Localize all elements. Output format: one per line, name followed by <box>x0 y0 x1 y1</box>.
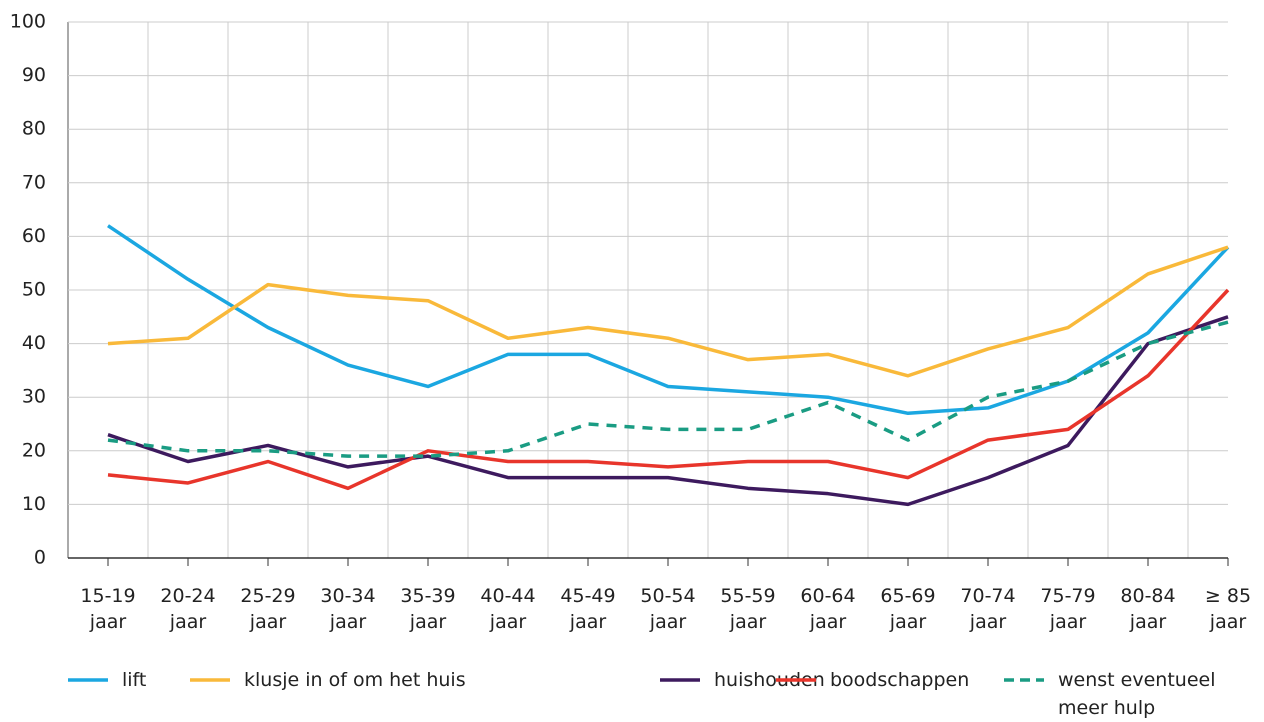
legend-swatch <box>190 678 230 682</box>
legend-item: klusje in of om het huis <box>190 666 466 694</box>
x-tick-label: 70-74 jaar <box>960 585 1015 633</box>
x-tick-label: 55-59 jaar <box>720 585 775 633</box>
x-tick-label: ≥ 85 jaar <box>1205 585 1251 633</box>
x-tick-label: 60-64 jaar <box>800 585 855 633</box>
legend-item: huishouden <box>660 666 825 694</box>
series-line <box>107 245 1229 378</box>
x-tick-label: 40-44 jaar <box>480 585 535 633</box>
y-tick-label: 40 <box>22 332 46 354</box>
y-tick-label: 80 <box>22 118 46 140</box>
legend-label: lift <box>122 669 147 691</box>
legend-swatch <box>660 678 700 682</box>
y-tick-label: 10 <box>22 493 46 515</box>
y-tick-label: 20 <box>22 439 46 461</box>
legend-label: klusje in of om het huis <box>244 669 466 691</box>
y-tick-label: 90 <box>22 64 46 86</box>
x-tick-label: 65-69 jaar <box>880 585 935 633</box>
legend-swatch <box>1004 678 1044 682</box>
legend-swatch <box>776 678 816 682</box>
y-tick-label: 100 <box>10 11 46 33</box>
y-tick-label: 70 <box>22 171 46 193</box>
series-line <box>107 320 1229 458</box>
y-tick-label: 60 <box>22 225 46 247</box>
legend-item: wenst eventueel meer hulp <box>1004 666 1254 722</box>
legend-item: boodschappen <box>776 666 969 694</box>
x-tick-label: 25-29 jaar <box>240 585 295 633</box>
x-tick-label: 75-79 jaar <box>1040 585 1095 633</box>
y-tick-label: 50 <box>22 279 46 301</box>
x-tick-label: 50-54 jaar <box>640 585 695 633</box>
chart: 0 10 20 30 40 50 60 70 80 90 100 15-19 jaar 20-24 jaar… <box>10 11 1251 633</box>
y-tick-label: 0 <box>34 547 46 569</box>
x-tick-label: 45-49 jaar <box>560 585 615 633</box>
legend-label: huishouden <box>714 669 825 691</box>
x-tick-label: 35-39 jaar <box>400 585 455 633</box>
y-tick-label: 30 <box>22 386 46 408</box>
legend-item: lift <box>68 666 146 694</box>
series-line <box>107 315 1229 507</box>
x-tick-label: 80-84 jaar <box>1120 585 1175 633</box>
legend-label: boodschappen <box>830 669 970 691</box>
series-line <box>107 224 1230 416</box>
x-tick-label: 30-34 jaar <box>320 585 375 633</box>
legend-label: wenst eventueel meer hulp <box>1058 669 1216 719</box>
legend-swatch <box>68 678 108 682</box>
series-line <box>107 288 1230 491</box>
x-tick-label: 20-24 jaar <box>160 585 215 633</box>
x-tick-label: 15-19 jaar <box>80 585 135 633</box>
